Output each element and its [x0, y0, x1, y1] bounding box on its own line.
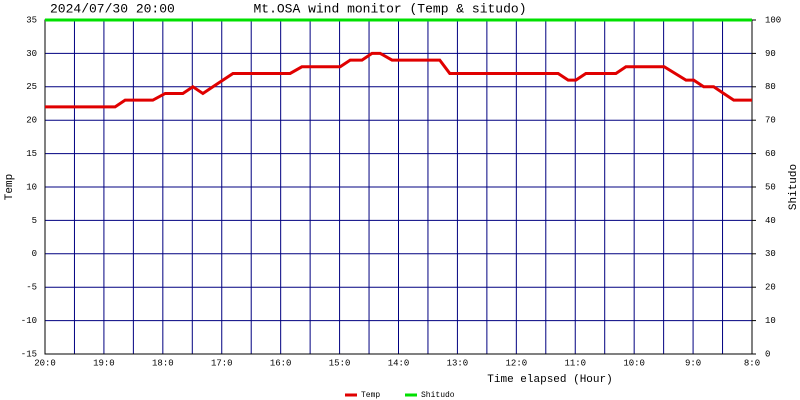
- y-axis-label: Temp: [4, 174, 16, 200]
- y-tick-label: 15: [26, 149, 37, 159]
- y2-tick-label: 60: [765, 149, 776, 159]
- y2-tick-label: 20: [765, 283, 776, 293]
- legend-label: Temp: [361, 391, 380, 400]
- y-tick-label: 30: [26, 49, 37, 59]
- y-tick-label: 35: [26, 15, 37, 25]
- y2-tick-label: 50: [765, 182, 776, 192]
- y2-tick-label: 90: [765, 49, 776, 59]
- y2-tick-label: 40: [765, 216, 776, 226]
- y-tick-label: -5: [26, 283, 37, 293]
- y2-axis-label: Shitudo: [788, 164, 800, 210]
- x-tick-label: 19:0: [93, 358, 115, 368]
- x-tick-label: 15:0: [329, 358, 351, 368]
- x-tick-label: 14:0: [388, 358, 410, 368]
- x-tick-label: 11:0: [564, 358, 586, 368]
- x-tick-label: 18:0: [152, 358, 174, 368]
- timestamp: 2024/07/30 20:00: [50, 1, 175, 16]
- y-tick-label: -15: [21, 349, 37, 359]
- x-tick-label: 16:0: [270, 358, 292, 368]
- x-tick-label: 9:0: [685, 358, 701, 368]
- y-tick-label: 10: [26, 182, 37, 192]
- y-tick-label: -10: [21, 316, 37, 326]
- x-tick-label: 17:0: [211, 358, 233, 368]
- y-tick-label: 5: [32, 216, 37, 226]
- x-tick-label: 10:0: [623, 358, 645, 368]
- y-tick-label: 0: [32, 249, 37, 259]
- x-tick-label: 12:0: [506, 358, 528, 368]
- x-tick-label: 20:0: [34, 358, 56, 368]
- y2-tick-label: 100: [765, 15, 781, 25]
- x-tick-label: 13:0: [447, 358, 469, 368]
- y2-tick-label: 10: [765, 316, 776, 326]
- y-tick-label: 25: [26, 82, 37, 92]
- y2-tick-label: 0: [765, 349, 770, 359]
- x-tick-label: 8:0: [744, 358, 760, 368]
- chart-title: Mt.OSA wind monitor (Temp & situdo): [253, 1, 526, 16]
- y2-tick-label: 30: [765, 249, 776, 259]
- series-line: [45, 51, 752, 109]
- x-axis-label: Time elapsed (Hour): [487, 374, 612, 386]
- y2-tick-label: 70: [765, 116, 776, 126]
- y2-tick-label: 80: [765, 82, 776, 92]
- legend-label: Shitudo: [421, 391, 455, 400]
- y-tick-label: 20: [26, 116, 37, 126]
